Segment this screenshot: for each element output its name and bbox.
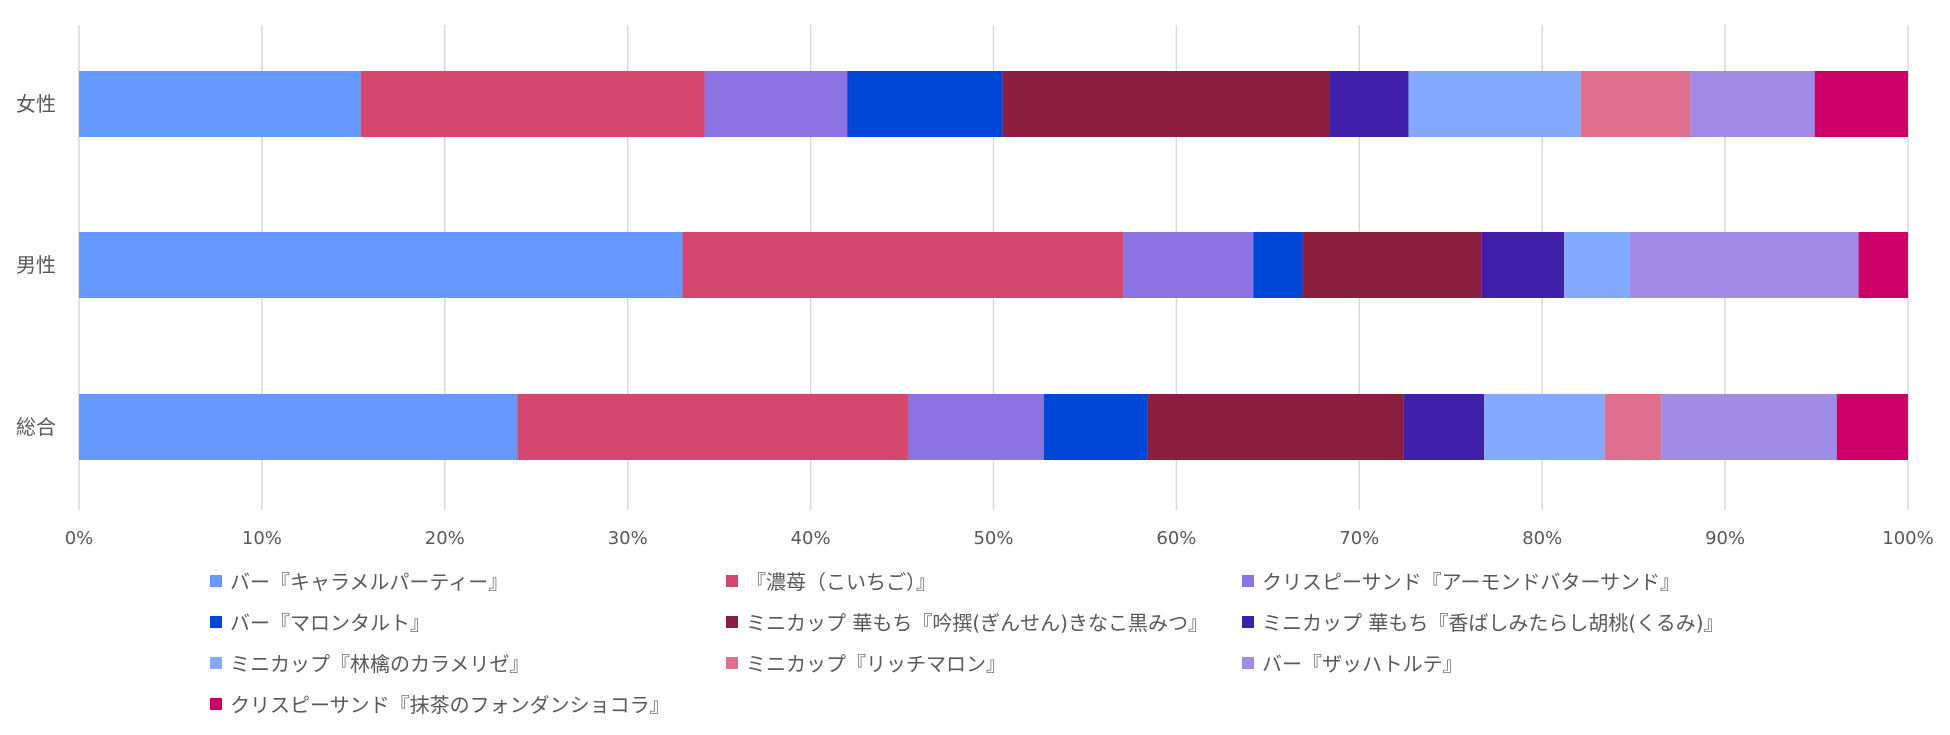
bar-segment-3-2 (1123, 232, 1254, 298)
bar-segment-10-1 (1814, 71, 1908, 137)
bar-segment-1-2 (79, 232, 683, 298)
legend-item: バー『マロンタルト』 (210, 606, 726, 637)
legend-swatch (210, 574, 222, 587)
bar-segment-7-3 (1484, 394, 1605, 460)
legend-label: バー『キャラメルパーティー』 (230, 570, 509, 594)
bar-segment-1-3 (79, 394, 518, 460)
legend-label: バー『マロンタルト』 (230, 611, 430, 635)
legend-swatch (210, 615, 222, 628)
x-tick-label: 30% (608, 528, 648, 549)
bar-segment-3-3 (908, 394, 1044, 460)
bar-segment-6-3 (1403, 394, 1485, 460)
x-tick-label: 40% (791, 528, 831, 549)
bar-segment-7-2 (1564, 232, 1630, 298)
bar-segment-5-1 (1002, 71, 1331, 137)
legend-swatch (210, 697, 222, 710)
x-tick-labels: 0% 10% 20% 30% 40% 50% 60% 70% 80% 90% 100% (65, 528, 1934, 549)
legend-label: ミニカップ 華もち『香ばしみたらし胡桃(くるみ)』 (1262, 611, 1724, 635)
bar-segment-9-3 (1661, 394, 1837, 460)
category-label: 総合 (16, 415, 56, 439)
bar-segment-9-1 (1690, 71, 1815, 137)
bar-segment-4-2 (1253, 232, 1303, 298)
bar-segment-8-1 (1580, 71, 1691, 137)
legend-label: 『濃苺（こいちご）』 (746, 570, 936, 594)
category-label: 男性 (16, 253, 56, 277)
legend-label: クリスピーサンド『抹茶のフォンダンショコラ』 (230, 693, 670, 717)
x-tick-label: 60% (1156, 528, 1196, 549)
legend-item: ミニカップ 華もち『香ばしみたらし胡桃(くるみ)』 (1242, 606, 1862, 637)
legend-item: バー『キャラメルパーティー』 (210, 565, 726, 596)
bar-segment-3-1 (704, 71, 848, 137)
legend-item: バー『ザッハトルテ』 (1242, 647, 1862, 678)
bar-segments (79, 71, 1908, 460)
x-tick-label: 10% (242, 528, 282, 549)
category-label: 女性 (16, 92, 56, 116)
legend: バー『キャラメルパーティー』 『濃苺（こいちご）』 クリスピーサンド『アーモンドバタ… (210, 565, 1910, 719)
bar-segment-2-3 (517, 394, 909, 460)
bar-segment-5-2 (1302, 232, 1482, 298)
bar-segment-1-1 (79, 71, 361, 137)
x-tick-label: 20% (425, 528, 465, 549)
x-tick-label: 100% (1882, 528, 1933, 549)
bar-segment-8-3 (1604, 394, 1662, 460)
legend-swatch (210, 656, 222, 669)
bar-segment-7-1 (1408, 71, 1581, 137)
bar-segment-9-2 (1629, 232, 1859, 298)
bar-segment-2-1 (360, 71, 705, 137)
legend-item: ミニカップ 華もち『吟撰(ぎんせん)きなこ黒みつ』 (726, 606, 1242, 637)
legend-swatch (726, 574, 738, 587)
bar-segment-5-3 (1147, 394, 1404, 460)
legend-label: クリスピーサンド『アーモンドバターサンド』 (1262, 570, 1680, 594)
legend-label: ミニカップ『リッチマロン』 (746, 652, 1006, 676)
x-tick-label: 90% (1705, 528, 1745, 549)
legend-label: ミニカップ『林檎のカラメリゼ』 (230, 652, 530, 676)
x-tick-label: 80% (1522, 528, 1562, 549)
bar-segment-6-1 (1330, 71, 1409, 137)
legend-swatch (1242, 574, 1254, 587)
legend-item: クリスピーサンド『抹茶のフォンダンショコラ』 (210, 688, 726, 719)
bar-segment-4-1 (847, 71, 1003, 137)
legend-swatch (1242, 656, 1254, 669)
legend-item: ミニカップ『リッチマロン』 (726, 647, 1242, 678)
legend-swatch (726, 656, 738, 669)
bar-segment-10-2 (1858, 232, 1908, 298)
legend-item: クリスピーサンド『アーモンドバターサンド』 (1242, 565, 1862, 596)
legend-swatch (1242, 615, 1254, 628)
bar-segment-2-2 (682, 232, 1124, 298)
bar-segment-6-2 (1481, 232, 1565, 298)
bar-segment-4-3 (1043, 394, 1148, 460)
x-tick-label: 0% (65, 528, 94, 549)
x-tick-label: 70% (1339, 528, 1379, 549)
legend-label: ミニカップ 華もち『吟撰(ぎんせん)きなこ黒みつ』 (746, 611, 1208, 635)
legend-label: バー『ザッハトルテ』 (1262, 652, 1463, 676)
legend-item: ミニカップ『林檎のカラメリゼ』 (210, 647, 726, 678)
x-tick-label: 50% (973, 528, 1013, 549)
legend-item: 『濃苺（こいちご）』 (726, 565, 1242, 596)
bar-segment-10-3 (1836, 394, 1908, 460)
legend-swatch (726, 615, 738, 628)
